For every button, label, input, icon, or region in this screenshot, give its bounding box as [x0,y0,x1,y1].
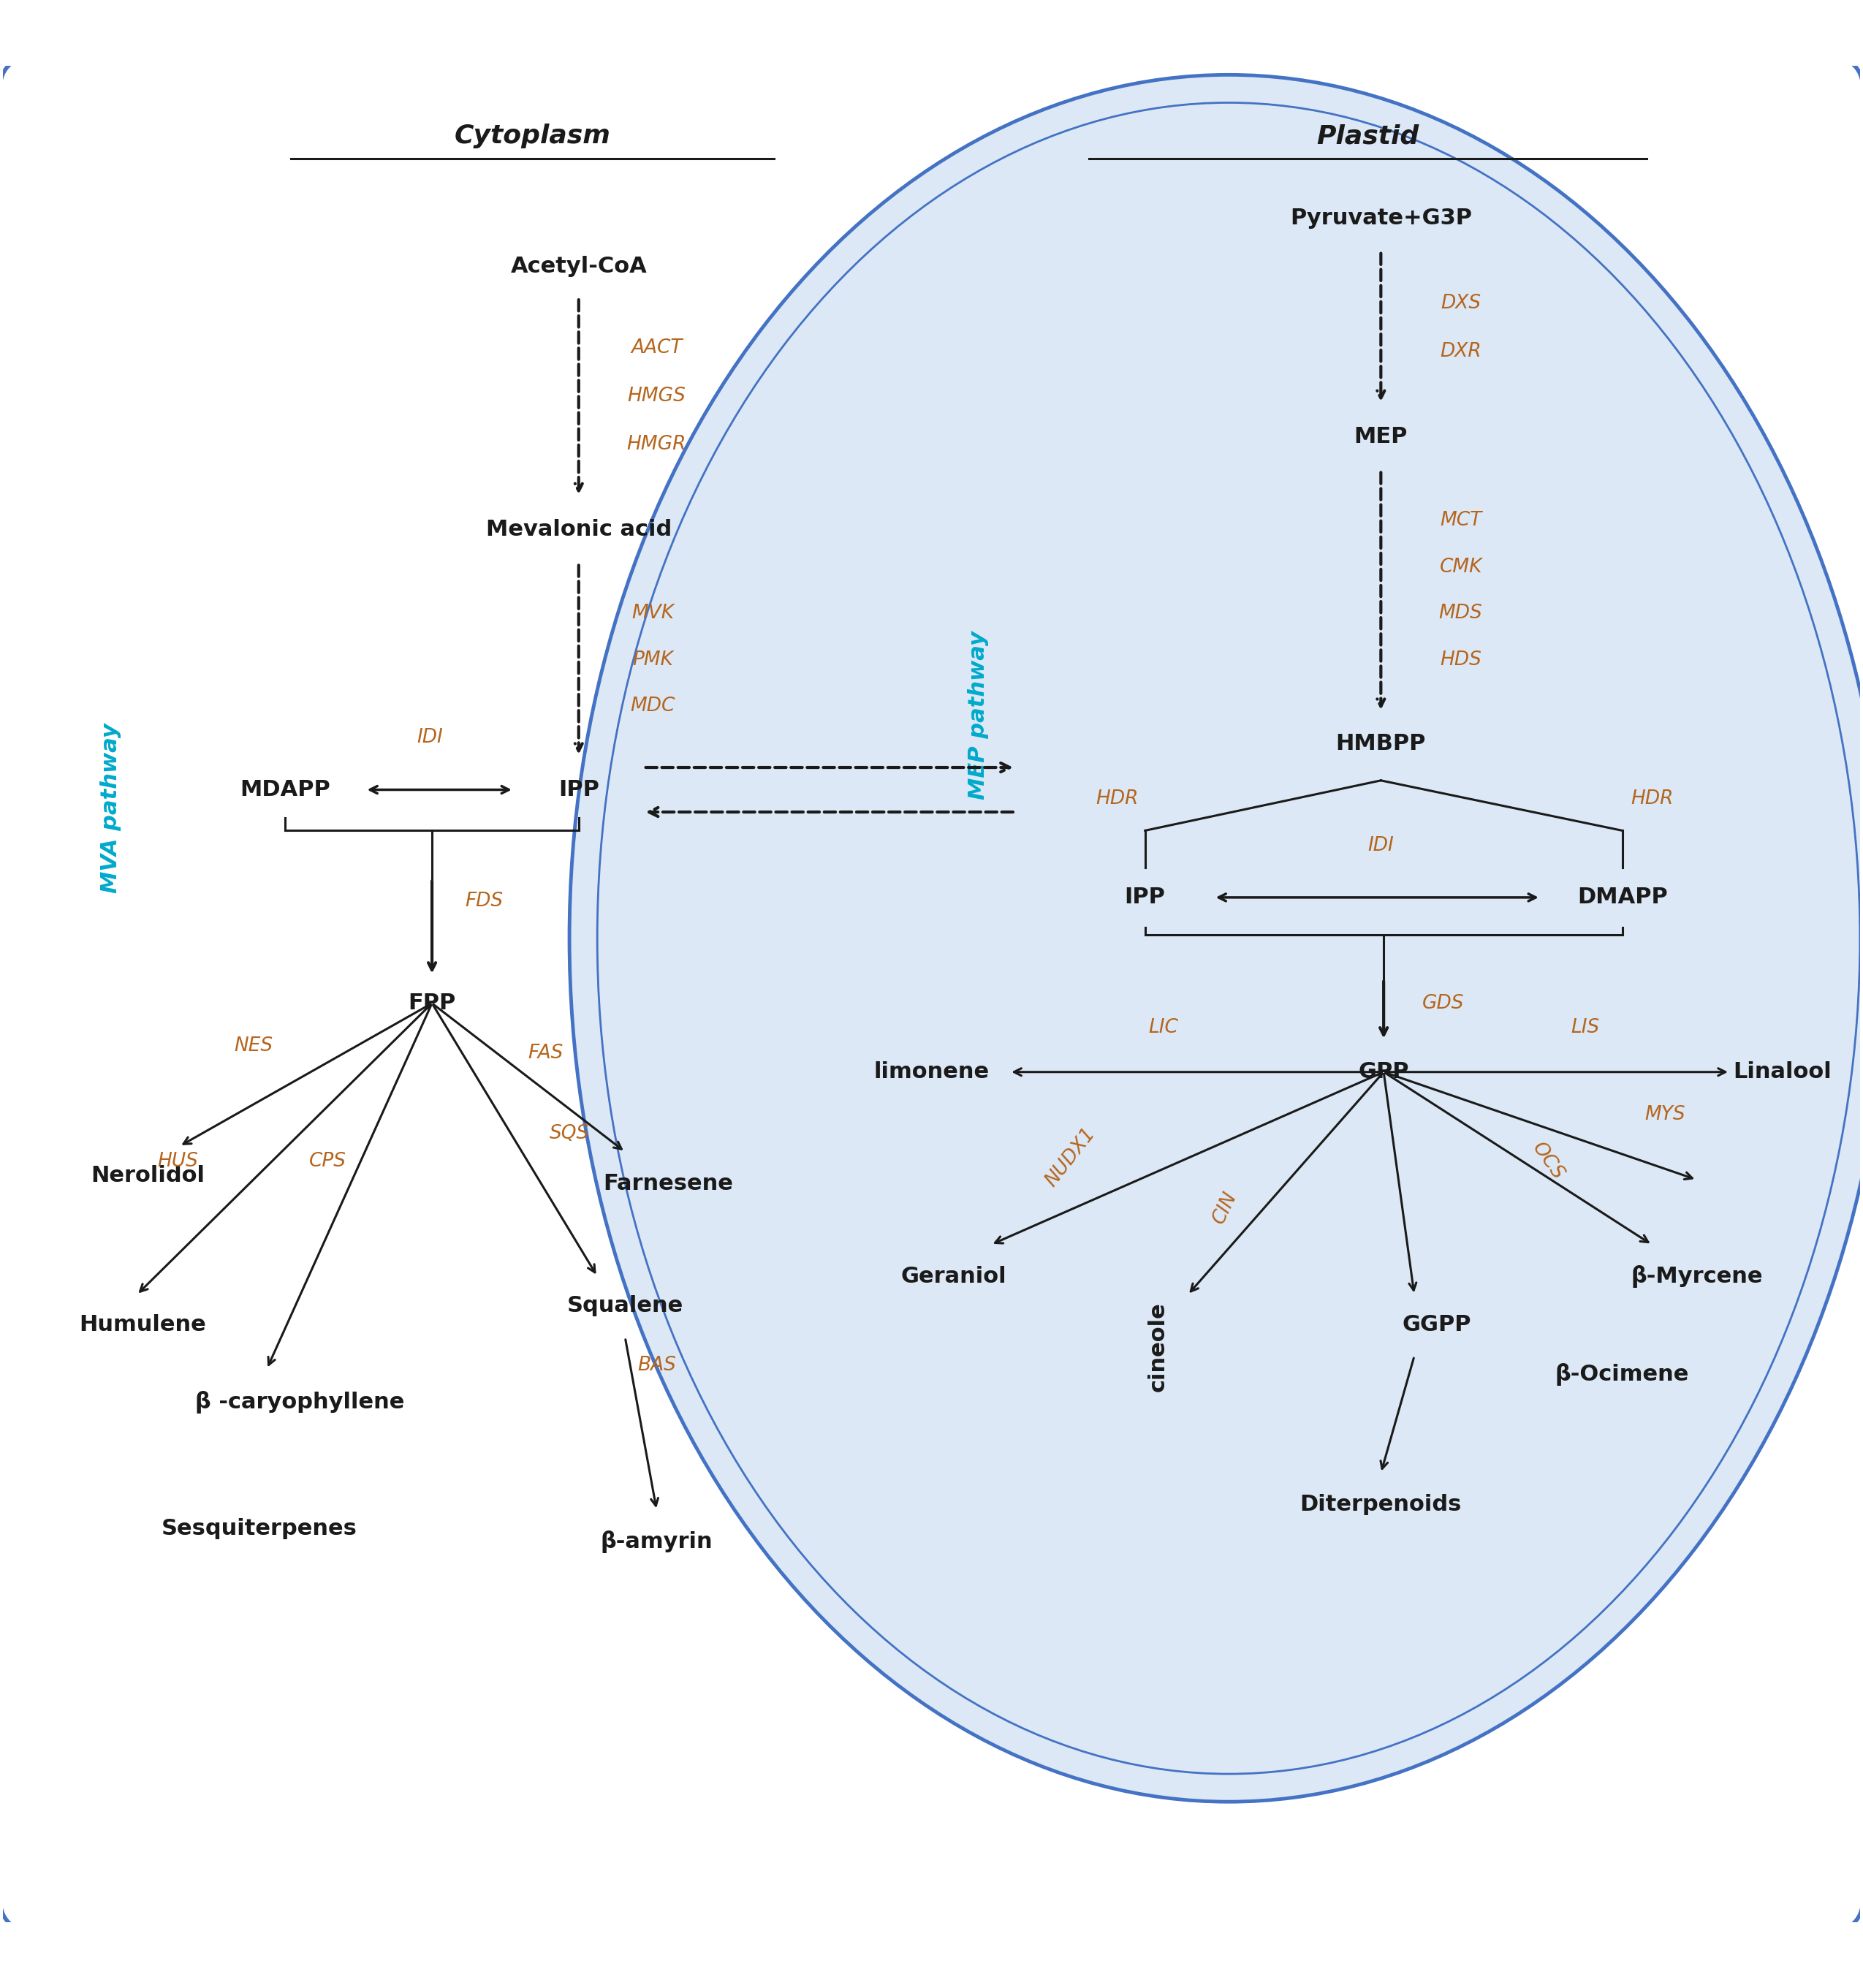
Text: β-amyrin: β-amyrin [600,1531,714,1553]
Text: OCS: OCS [1528,1139,1567,1183]
Text: NES: NES [235,1036,274,1056]
Text: MVA pathway: MVA pathway [101,724,121,893]
Ellipse shape [570,76,1863,1801]
Text: Farnesene: Farnesene [604,1173,732,1195]
Text: LIS: LIS [1571,1018,1600,1038]
Text: FDS: FDS [466,893,503,911]
Text: Cytoplasm: Cytoplasm [455,123,611,149]
Text: FAS: FAS [527,1044,563,1064]
Text: LIC: LIC [1149,1018,1179,1038]
Text: Acetyl-CoA: Acetyl-CoA [510,256,646,276]
Text: CMK: CMK [1440,557,1483,577]
Text: Diterpenoids: Diterpenoids [1300,1495,1462,1515]
Text: MEP: MEP [1354,425,1408,447]
Text: HDR: HDR [1095,789,1138,809]
Text: HDR: HDR [1630,789,1673,809]
Text: GDS: GDS [1421,994,1464,1012]
Text: GPP: GPP [1358,1062,1408,1083]
Text: CPS: CPS [309,1151,347,1171]
Text: MEP pathway: MEP pathway [967,630,989,799]
Text: IPP: IPP [1125,887,1166,909]
Text: HDS: HDS [1440,650,1481,670]
Text: MCT: MCT [1440,511,1481,531]
Text: MDS: MDS [1438,604,1483,622]
Text: Humulene: Humulene [78,1314,205,1336]
FancyBboxPatch shape [0,56,1863,1932]
Text: HMGR: HMGR [626,435,686,453]
Text: MDC: MDC [630,696,676,716]
Text: BAS: BAS [637,1356,676,1376]
Text: FPP: FPP [408,992,456,1014]
Text: HMGS: HMGS [628,386,686,406]
Text: Plastid: Plastid [1317,123,1420,149]
Text: NUDX1: NUDX1 [1041,1125,1099,1191]
Text: HUS: HUS [156,1151,197,1171]
Text: MVK: MVK [632,604,674,622]
Text: GGPP: GGPP [1403,1314,1472,1336]
Text: Sesquiterpenes: Sesquiterpenes [162,1519,358,1539]
Text: IDI: IDI [1367,835,1394,855]
Text: β-Ocimene: β-Ocimene [1556,1364,1690,1386]
Text: IPP: IPP [559,779,600,801]
Text: SQS: SQS [550,1123,589,1143]
Text: β -caryophyllene: β -caryophyllene [196,1392,404,1413]
Text: Geraniol: Geraniol [902,1266,1006,1286]
Text: MYS: MYS [1645,1105,1686,1123]
Text: Linalool: Linalool [1733,1062,1831,1083]
Text: Pyruvate+G3P: Pyruvate+G3P [1289,207,1472,229]
Text: HMBPP: HMBPP [1336,734,1425,753]
Text: β-Myrcene: β-Myrcene [1630,1264,1762,1288]
Text: CIN: CIN [1209,1189,1241,1227]
Text: DXS: DXS [1440,294,1481,312]
Text: DXR: DXR [1440,342,1481,362]
Text: Nerolidol: Nerolidol [91,1165,205,1187]
Text: PMK: PMK [633,650,673,670]
Text: limonene: limonene [874,1062,989,1083]
Text: Mevalonic acid: Mevalonic acid [486,519,671,541]
Text: AACT: AACT [632,338,682,358]
Text: cineole: cineole [1148,1302,1168,1392]
Text: MDAPP: MDAPP [240,779,330,801]
Text: Squalene: Squalene [566,1296,684,1316]
Text: DMAPP: DMAPP [1578,887,1667,909]
Text: IDI: IDI [417,728,443,747]
